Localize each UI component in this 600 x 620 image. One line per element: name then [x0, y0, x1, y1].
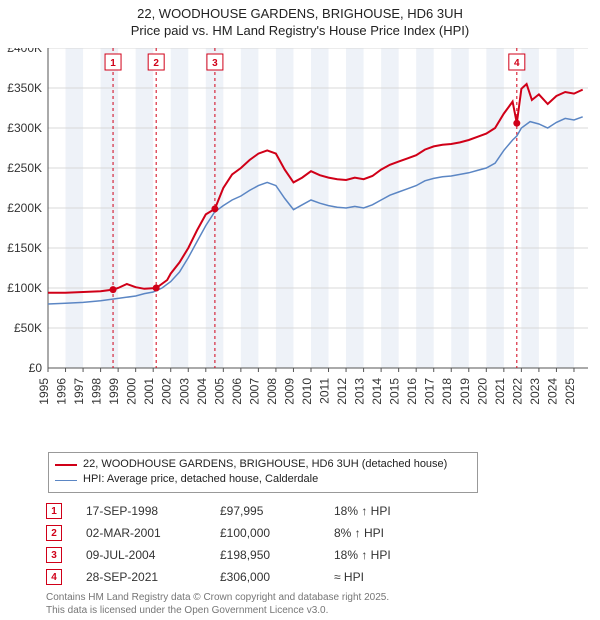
svg-text:£400K: £400K: [7, 48, 42, 55]
svg-text:4: 4: [514, 58, 520, 69]
svg-text:£0: £0: [29, 361, 43, 375]
svg-text:2024: 2024: [545, 378, 559, 405]
svg-text:2007: 2007: [247, 378, 261, 405]
chart-container: 22, WOODHOUSE GARDENS, BRIGHOUSE, HD6 3U…: [0, 0, 600, 620]
svg-text:2017: 2017: [423, 378, 437, 405]
marker-number-box: 4: [46, 569, 62, 585]
sale-marker-row: 4 28-SEP-2021 £306,000 ≈ HPI: [46, 566, 424, 588]
svg-text:2000: 2000: [125, 378, 139, 405]
svg-text:£300K: £300K: [7, 121, 42, 135]
marker-delta: 8% ↑ HPI: [334, 526, 424, 540]
marker-price: £306,000: [220, 570, 310, 584]
marker-price: £198,950: [220, 548, 310, 562]
svg-text:2010: 2010: [300, 378, 314, 405]
svg-text:2005: 2005: [212, 378, 226, 405]
svg-text:1998: 1998: [90, 378, 104, 405]
chart-title: 22, WOODHOUSE GARDENS, BRIGHOUSE, HD6 3U…: [0, 0, 600, 40]
marker-number-box: 1: [46, 503, 62, 519]
legend-row-series-2: HPI: Average price, detached house, Cald…: [55, 472, 471, 487]
sale-marker-table: 1 17-SEP-1998 £97,995 18% ↑ HPI 2 02-MAR-2001…: [46, 500, 424, 588]
svg-text:2020: 2020: [475, 378, 489, 405]
legend: 22, WOODHOUSE GARDENS, BRIGHOUSE, HD6 3U…: [48, 452, 478, 493]
svg-text:2021: 2021: [493, 378, 507, 405]
svg-text:2022: 2022: [510, 378, 524, 405]
title-line-1: 22, WOODHOUSE GARDENS, BRIGHOUSE, HD6 3U…: [0, 6, 600, 23]
svg-text:£250K: £250K: [7, 161, 42, 175]
svg-text:1: 1: [110, 58, 116, 69]
marker-date: 02-MAR-2001: [86, 526, 196, 540]
svg-text:2025: 2025: [563, 378, 577, 405]
svg-text:2023: 2023: [528, 378, 542, 405]
sale-marker-row: 2 02-MAR-2001 £100,000 8% ↑ HPI: [46, 522, 424, 544]
legend-swatch-1: [55, 464, 77, 466]
svg-text:2016: 2016: [405, 378, 419, 405]
svg-text:2014: 2014: [370, 378, 384, 405]
legend-label-1: 22, WOODHOUSE GARDENS, BRIGHOUSE, HD6 3U…: [83, 457, 447, 472]
footnote-line-1: Contains HM Land Registry data © Crown c…: [46, 592, 389, 605]
legend-row-series-1: 22, WOODHOUSE GARDENS, BRIGHOUSE, HD6 3U…: [55, 457, 471, 472]
footnote: Contains HM Land Registry data © Crown c…: [46, 592, 389, 617]
svg-text:2019: 2019: [458, 378, 472, 405]
svg-text:2008: 2008: [265, 378, 279, 405]
chart-plot-area: £0£50K£100K£150K£200K£250K£300K£350K£400…: [48, 48, 588, 418]
marker-date: 28-SEP-2021: [86, 570, 196, 584]
svg-text:2011: 2011: [318, 378, 332, 404]
svg-text:2003: 2003: [177, 378, 191, 405]
svg-text:2009: 2009: [282, 378, 296, 405]
svg-text:3: 3: [212, 58, 218, 69]
svg-text:2006: 2006: [230, 378, 244, 405]
svg-text:2001: 2001: [142, 378, 156, 405]
marker-date: 09-JUL-2004: [86, 548, 196, 562]
marker-price: £100,000: [220, 526, 310, 540]
svg-text:2015: 2015: [388, 378, 402, 405]
title-line-2: Price paid vs. HM Land Registry's House …: [0, 23, 600, 40]
svg-text:£200K: £200K: [7, 201, 42, 215]
sale-marker-row: 1 17-SEP-1998 £97,995 18% ↑ HPI: [46, 500, 424, 522]
svg-text:£100K: £100K: [7, 281, 42, 295]
svg-text:1997: 1997: [72, 378, 86, 405]
legend-swatch-2: [55, 480, 77, 481]
sale-marker-row: 3 09-JUL-2004 £198,950 18% ↑ HPI: [46, 544, 424, 566]
legend-label-2: HPI: Average price, detached house, Cald…: [83, 472, 318, 487]
chart-svg: £0 £50K £100K £150K £200K £250K £300K £350K £400…: [2, 48, 588, 418]
marker-number-box: 2: [46, 525, 62, 541]
svg-text:2012: 2012: [335, 378, 349, 405]
marker-number-box: 3: [46, 547, 62, 563]
svg-text:£150K: £150K: [7, 241, 42, 255]
svg-text:£350K: £350K: [7, 81, 42, 95]
svg-text:2002: 2002: [160, 378, 174, 405]
svg-text:£50K: £50K: [14, 321, 42, 335]
svg-text:2: 2: [153, 58, 159, 69]
marker-delta: 18% ↑ HPI: [334, 504, 424, 518]
svg-text:2018: 2018: [440, 378, 454, 405]
marker-price: £97,995: [220, 504, 310, 518]
footnote-line-2: This data is licensed under the Open Gov…: [46, 605, 389, 618]
marker-date: 17-SEP-1998: [86, 504, 196, 518]
svg-text:1995: 1995: [37, 378, 51, 405]
svg-text:2013: 2013: [353, 378, 367, 405]
marker-delta: ≈ HPI: [334, 570, 424, 584]
svg-text:2004: 2004: [195, 378, 209, 405]
marker-delta: 18% ↑ HPI: [334, 548, 424, 562]
svg-text:1999: 1999: [107, 378, 121, 405]
svg-text:1996: 1996: [55, 378, 69, 405]
